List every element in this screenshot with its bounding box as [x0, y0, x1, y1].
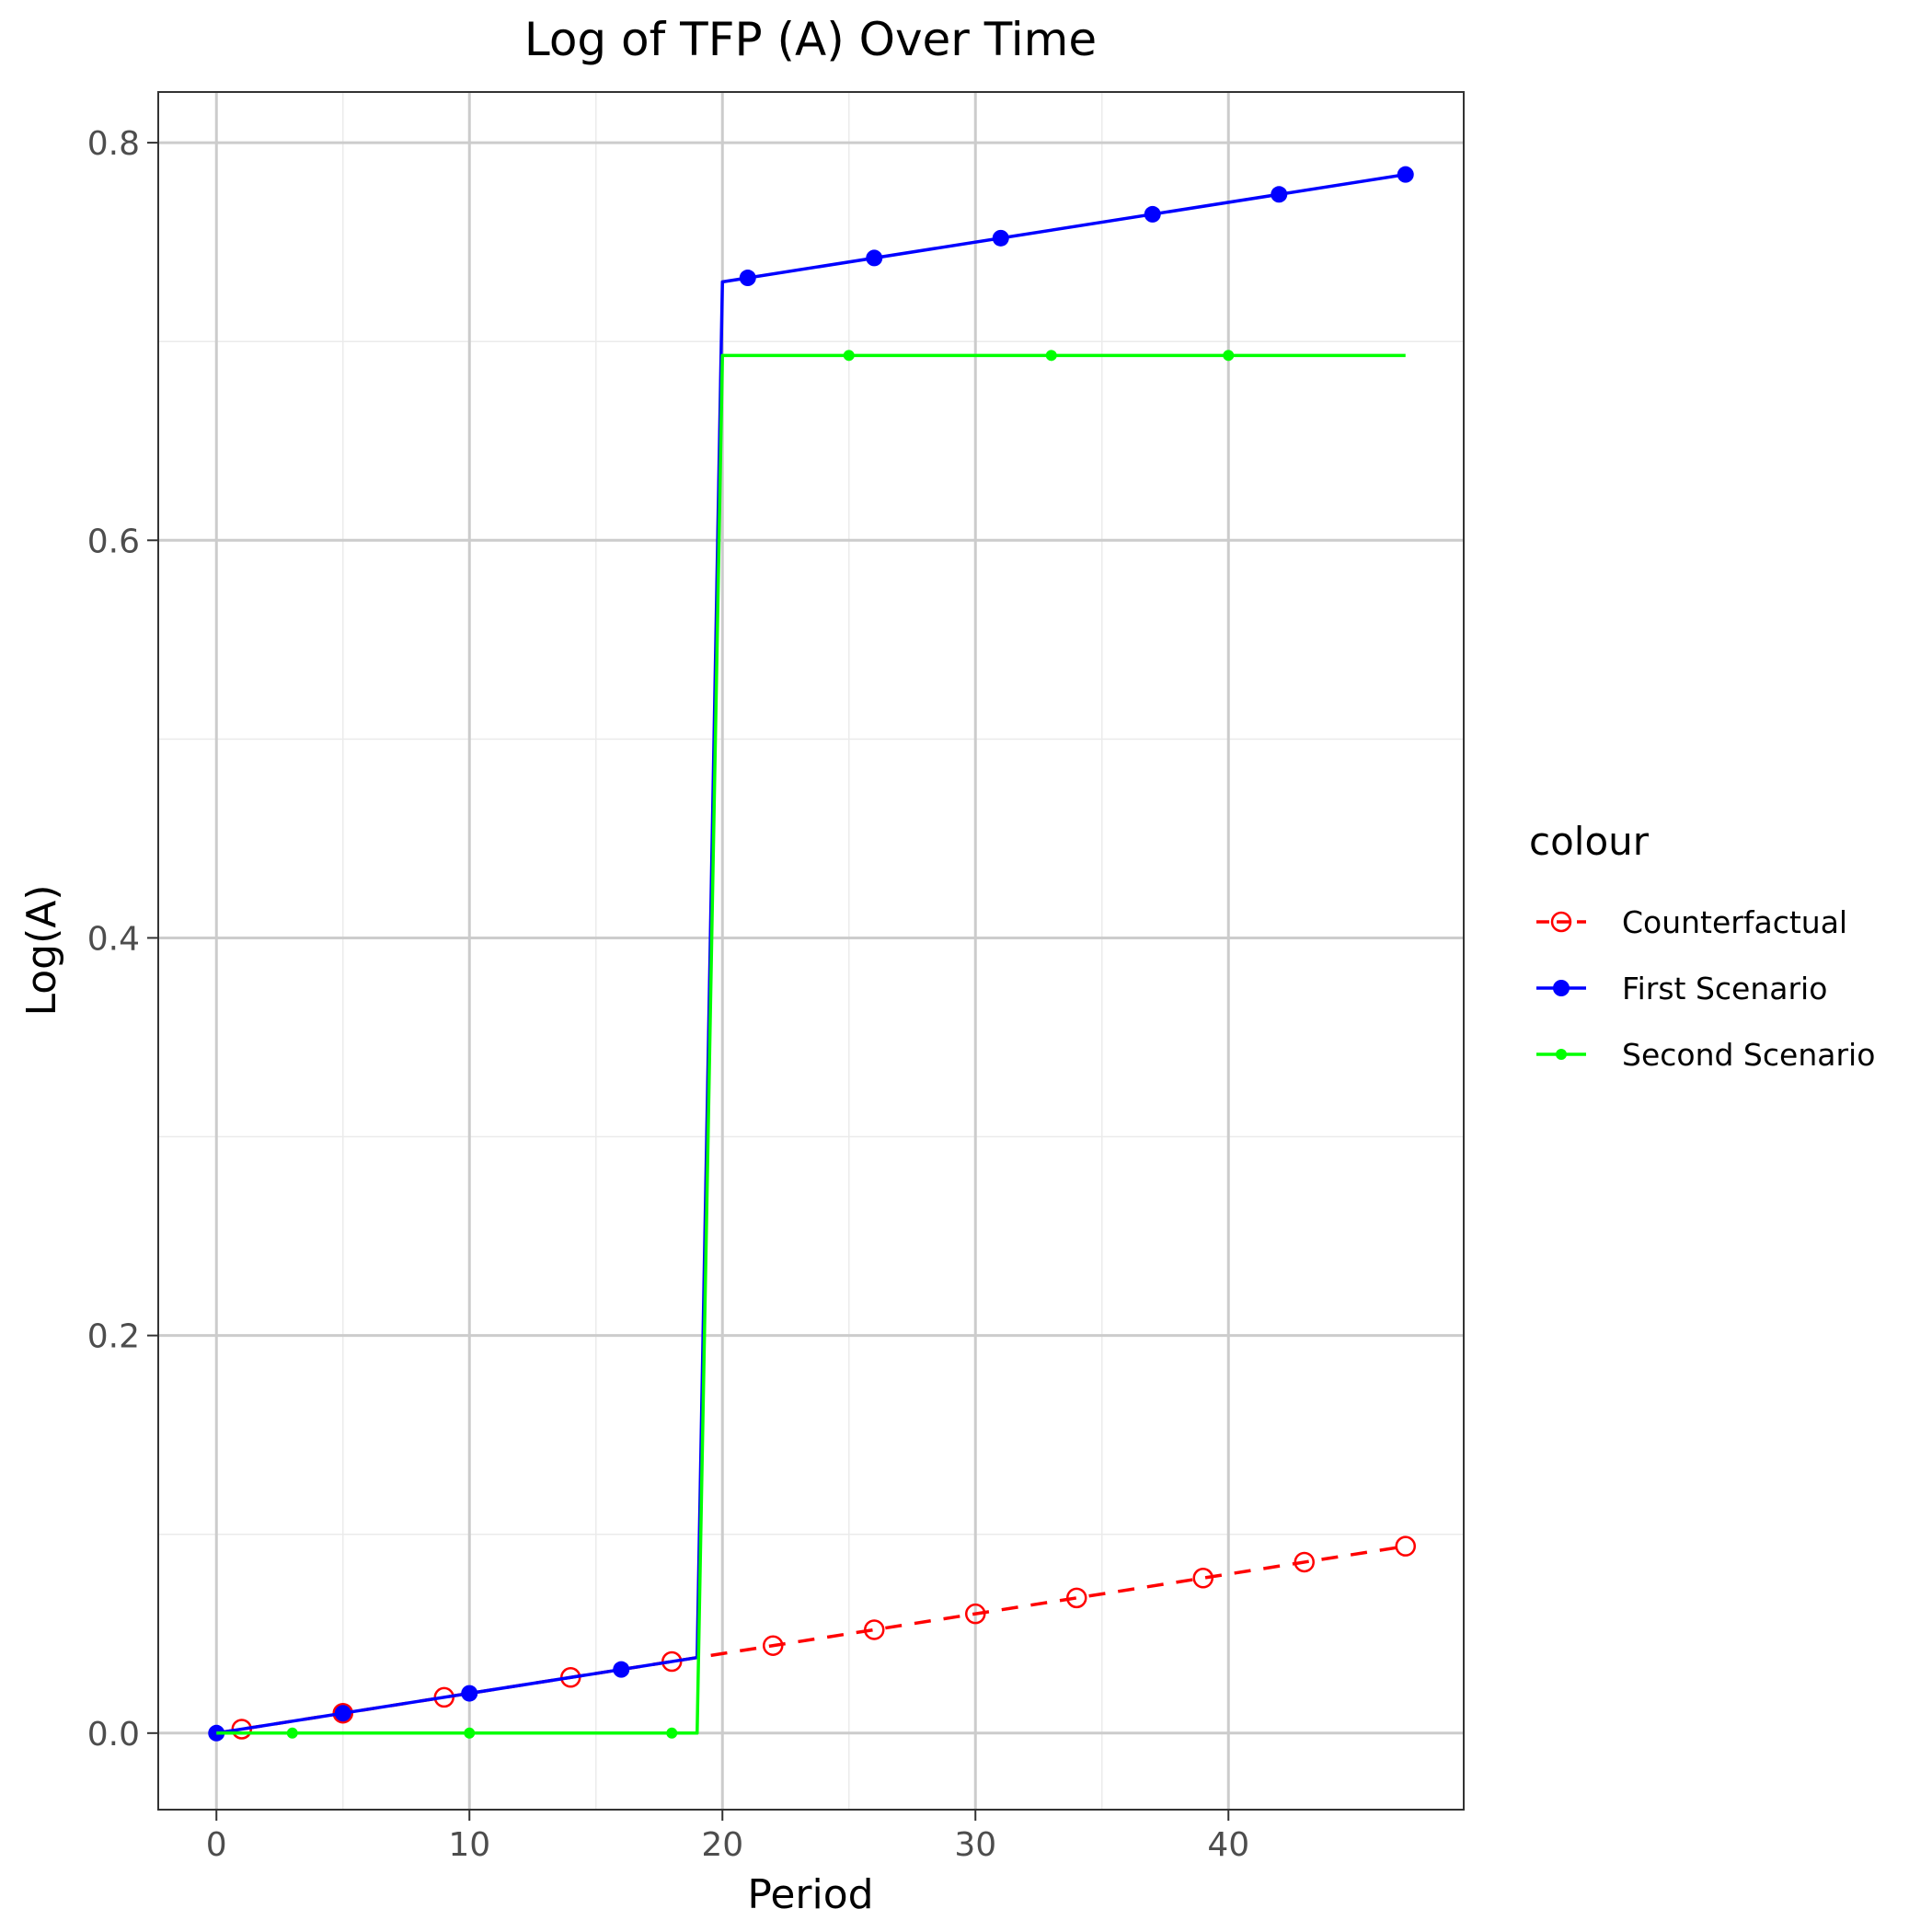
y-tick-label: 0.0	[87, 1716, 140, 1754]
chart-title: Log of TFP (A) Over Time	[524, 13, 1097, 66]
series-counterfactual	[215, 1535, 1416, 1740]
y-tick-label: 0.8	[87, 125, 140, 163]
legend-label: Counterfactual	[1622, 904, 1847, 940]
x-tick-label: 40	[1207, 1826, 1249, 1864]
point-counterfactual	[763, 1635, 784, 1656]
y-tick-label: 0.2	[87, 1318, 140, 1356]
grid	[158, 92, 1464, 1810]
x-axis: 0 10 20 30 40	[206, 1810, 1249, 1864]
series-first-scenario	[208, 166, 1414, 1742]
legend-item-second-scenario: Second Scenario	[1536, 1037, 1875, 1073]
point-counterfactual	[1192, 1568, 1213, 1589]
point-first-scenario	[1397, 166, 1414, 183]
series-layer	[208, 166, 1416, 1742]
y-axis-title: Log(A)	[18, 884, 65, 1016]
legend-marker-second-scenario	[1556, 1049, 1567, 1060]
legend-marker-first-scenario	[1553, 980, 1570, 996]
point-counterfactual	[1066, 1587, 1087, 1609]
point-first-scenario	[866, 249, 883, 267]
point-first-scenario	[1271, 186, 1288, 203]
plot-panel-border	[157, 91, 1465, 1811]
point-second-scenario	[1045, 350, 1057, 362]
legend: colour Counterfactual First Scenario Secon…	[1529, 819, 1875, 1073]
point-first-scenario	[334, 1705, 351, 1722]
point-first-scenario	[461, 1685, 478, 1702]
point-first-scenario	[739, 270, 756, 287]
legend-label: Second Scenario	[1622, 1037, 1875, 1073]
point-second-scenario	[843, 350, 855, 362]
x-tick-label: 30	[954, 1826, 996, 1864]
y-tick-label: 0.6	[87, 523, 140, 560]
line-second-scenario	[216, 353, 1406, 1735]
point-second-scenario	[666, 1727, 678, 1739]
series-second-scenario	[216, 350, 1406, 1739]
point-first-scenario	[992, 229, 1009, 247]
legend-marker-counterfactual	[1550, 911, 1572, 933]
x-tick-label: 20	[701, 1826, 743, 1864]
x-tick-label: 0	[206, 1826, 227, 1864]
point-counterfactual	[965, 1603, 986, 1625]
point-first-scenario	[613, 1661, 630, 1678]
legend-item-first-scenario: First Scenario	[1536, 971, 1827, 1006]
y-tick-label: 0.4	[87, 920, 140, 958]
point-counterfactual	[1294, 1551, 1315, 1573]
legend-label: First Scenario	[1622, 971, 1827, 1006]
legend-title: colour	[1529, 819, 1650, 864]
point-first-scenario	[1144, 205, 1161, 223]
point-second-scenario	[464, 1727, 476, 1739]
y-axis: 0.0 0.2 0.4 0.6 0.8	[87, 125, 158, 1754]
point-counterfactual	[1395, 1535, 1416, 1557]
point-counterfactual	[864, 1619, 885, 1640]
point-second-scenario	[1223, 350, 1235, 362]
legend-item-counterfactual: Counterfactual	[1536, 904, 1847, 940]
point-second-scenario	[286, 1727, 298, 1739]
x-axis-title: Period	[747, 1871, 873, 1918]
x-tick-label: 10	[448, 1826, 490, 1864]
